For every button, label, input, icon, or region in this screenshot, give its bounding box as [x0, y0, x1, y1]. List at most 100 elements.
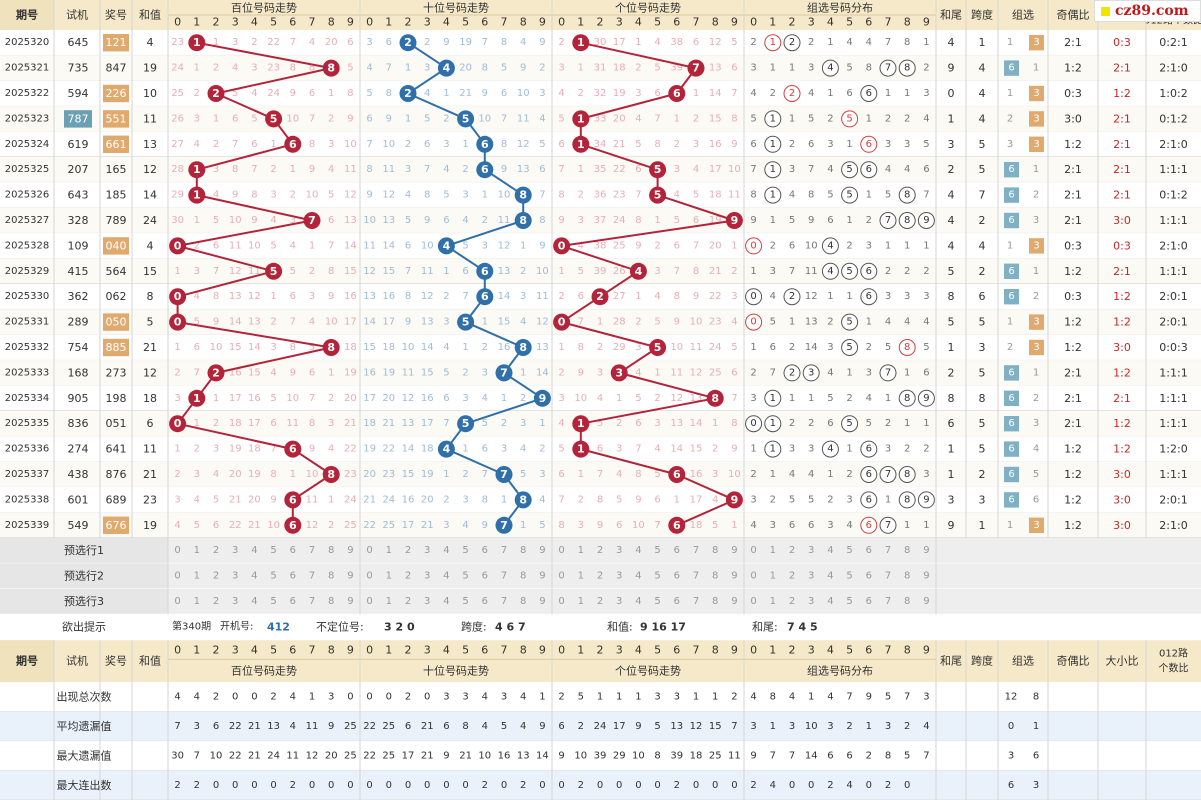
hundreds-miss-cell: 10: [210, 342, 223, 353]
hundreds-miss-cell: 10: [267, 520, 280, 531]
hint-span-label: 跨度:: [461, 620, 487, 634]
hundreds-miss-cell: 19: [248, 469, 261, 480]
preselect-digit: 0: [750, 596, 756, 607]
hundreds-ball-digit: 6: [289, 519, 297, 532]
group-miss-cell: 2: [923, 444, 929, 455]
units-miss-cell: 11: [728, 190, 741, 201]
tens-miss-cell: 4: [520, 317, 526, 328]
group-miss-cell: 13: [805, 317, 818, 328]
hundreds-miss-cell: 15: [248, 367, 261, 378]
tens-miss-cell: 16: [421, 393, 434, 404]
group-miss-cell: 4: [923, 317, 929, 328]
stats-tens-value: 3: [501, 691, 507, 702]
tens-miss-cell: 16: [498, 342, 511, 353]
stats-units-value: 0: [597, 780, 603, 791]
hint-sum-label: 和值:: [607, 621, 633, 634]
span-cell: 8: [979, 392, 986, 405]
bottom-header-hundreds-title: 百位号码走势: [231, 664, 297, 678]
units-miss-cell: 2: [731, 266, 737, 277]
span-cell: 4: [979, 239, 986, 252]
group-miss-cell: 5: [885, 190, 891, 201]
group-miss-cell: 14: [805, 342, 818, 353]
hundreds-ball: [322, 59, 340, 77]
group-miss-cell: 3: [808, 444, 814, 455]
group-miss-cell: 2: [770, 494, 776, 505]
stats-units-value: 10: [574, 750, 587, 761]
preselect-digit: 1: [578, 571, 584, 582]
period-cell: 2025332: [5, 342, 50, 353]
hundreds-miss-cell: 5: [309, 342, 315, 353]
row-background: [0, 360, 1201, 386]
group-hit-digit: 7: [885, 520, 891, 531]
group-hit-circle: [860, 516, 878, 534]
hundreds-miss-cell: 9: [328, 291, 334, 302]
span-cell: 2: [979, 214, 986, 227]
hint-span-value: 4 6 7: [495, 621, 526, 634]
group-miss-cell: 1: [904, 240, 910, 251]
stats-group-value: 14: [805, 750, 818, 761]
bottom-header-group-title: 组选号码分布: [807, 664, 873, 678]
group-miss-cell: 3: [885, 139, 891, 150]
tens-miss-cell: 7: [501, 113, 507, 124]
sum-cell: 4: [147, 239, 154, 252]
group-miss-cell: 2: [885, 113, 891, 124]
units-miss-cell: 15: [709, 113, 722, 124]
stats-group-value: 4: [827, 691, 833, 702]
tens-trend-line: [465, 397, 543, 425]
preselect-digit: 2: [597, 596, 603, 607]
tens-ball: [437, 59, 455, 77]
tens-miss-cell: 16: [402, 494, 415, 505]
odd-even-cell: 1:2: [1064, 493, 1082, 506]
group-g6-badge: [1004, 263, 1019, 279]
group-hit-digit: 1: [770, 139, 776, 150]
tens-miss-cell: 12: [402, 393, 415, 404]
stats-g6-value: 8: [1033, 691, 1039, 702]
bottom-header-hundreds-digit-1: 1: [193, 644, 200, 657]
tens-miss-cell: 1: [520, 240, 526, 251]
tens-miss-cell: 20: [382, 393, 395, 404]
span-cell: 6: [979, 290, 986, 303]
hundreds-miss-cell: 18: [344, 342, 357, 353]
sum-cell: 6: [147, 417, 154, 430]
units-miss-cell: 17: [709, 164, 722, 175]
preselect-digit: 0: [558, 545, 564, 556]
stats-tens-value: 0: [386, 691, 392, 702]
tens-miss-cell: 2: [520, 266, 526, 277]
tens-miss-cell: 2: [424, 37, 430, 48]
preselect-digit: 7: [693, 571, 699, 582]
group-hit-circle: [898, 59, 916, 77]
route-cell: 2:1:0: [1159, 138, 1187, 151]
hundreds-miss-cell: 10: [325, 317, 338, 328]
sum-cell: 14: [143, 189, 157, 202]
tens-miss-cell: 21: [382, 418, 395, 429]
group-hit-circle: [879, 212, 897, 229]
stats-tens-value: 0: [366, 691, 372, 702]
sum-tail-cell: 1: [948, 112, 955, 125]
group-hit-digit: 5: [846, 418, 852, 429]
units-miss-cell: 1: [674, 494, 680, 505]
stats-group-value: 1: [866, 721, 872, 732]
hundreds-miss-cell: 2: [174, 469, 180, 480]
tens-ball-digit: 6: [481, 265, 489, 278]
odd-even-cell: 2:1: [1064, 392, 1082, 405]
hundreds-miss-cell: 7: [194, 367, 200, 378]
preselect-digit: 9: [539, 596, 545, 607]
preselect-digit: 1: [386, 545, 392, 556]
tens-miss-cell: 6: [443, 393, 449, 404]
stats-group-value: 0: [808, 780, 814, 791]
group-g3-label: 3: [1033, 317, 1039, 328]
tens-miss-cell: 4: [482, 393, 488, 404]
hundreds-miss-cell: 1: [270, 291, 276, 302]
group-g6-badge: [1004, 212, 1019, 229]
site-logo[interactable]: cz89.com: [1094, 0, 1201, 22]
stats-hundreds-value: 6: [213, 721, 219, 732]
group-hit-digit: 1: [770, 444, 776, 455]
tens-ball-digit: 6: [481, 290, 489, 303]
group-hit-circle: [879, 466, 897, 483]
stats-row-background: [0, 741, 1201, 771]
stats-hundreds-value: 4: [194, 691, 200, 702]
big-small-cell: 2:1: [1113, 112, 1131, 125]
group-hit-digit: 4: [827, 63, 833, 74]
tens-miss-cell: 12: [536, 317, 549, 328]
group-g6-label: 6: [1008, 190, 1014, 201]
